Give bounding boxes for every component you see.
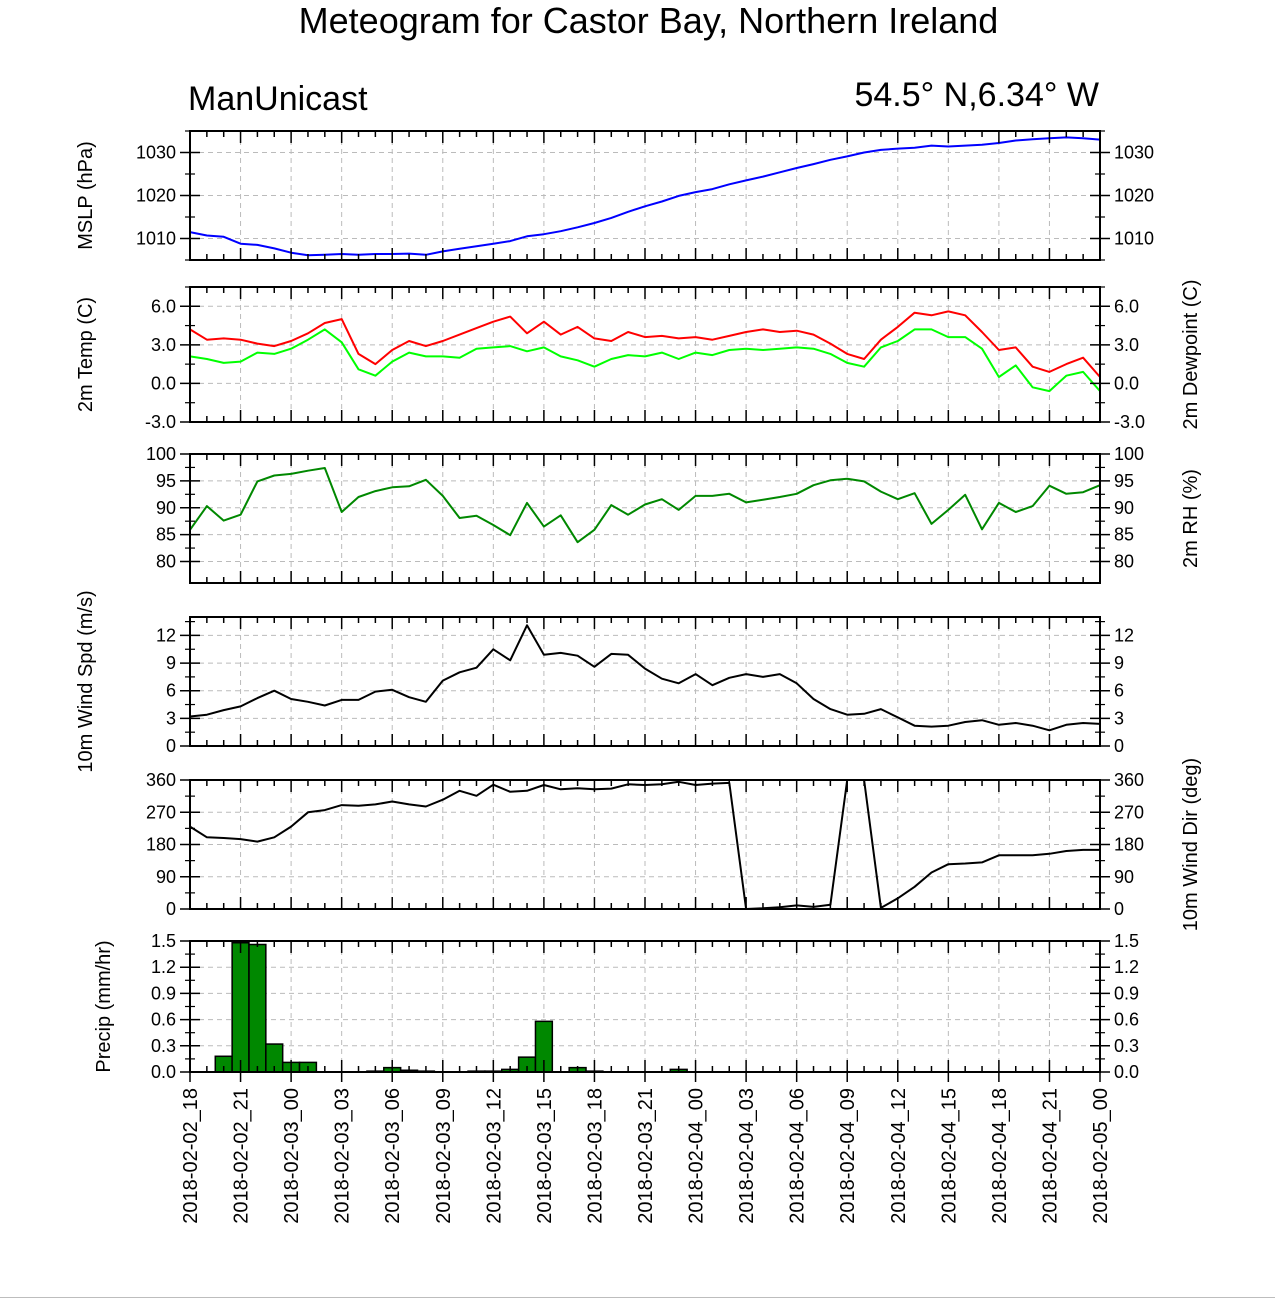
rh-ytick-label-right: 80: [1114, 552, 1134, 572]
time-axis-label: 2018-02-04_06: [787, 1088, 809, 1224]
temp-ytick-label-left: 3.0: [151, 335, 176, 355]
wspd-ytick-label-right: 9: [1114, 653, 1124, 673]
time-axis-label: 2018-02-03_09: [433, 1088, 455, 1224]
time-axis-label: 2018-02-03_15: [534, 1088, 556, 1224]
temp-series-line-0: [189, 310, 1101, 378]
rh-ytick-label-right: 90: [1114, 498, 1134, 518]
precip-ytick-label-left: 0.9: [151, 983, 176, 1003]
precip-ytick-label-right: 0.0: [1114, 1062, 1139, 1082]
precip-ylabel-left: Precip (mm/hr): [93, 940, 115, 1072]
wdir-ytick-label-right: 0: [1114, 899, 1124, 919]
rh-series-line-0: [189, 467, 1101, 544]
precip-bar: [231, 941, 250, 1073]
time-axis-label: 2018-02-04_18: [989, 1088, 1011, 1224]
rh-ylabel-right: 2m RH (%): [1180, 469, 1202, 568]
bottom-divider: [0, 1297, 1275, 1298]
time-axis-label: 2018-02-04_21: [1039, 1088, 1061, 1224]
chart-title: Meteogram for Castor Bay, Northern Irela…: [298, 0, 999, 41]
time-axis-label: 2018-02-02_18: [180, 1088, 202, 1224]
wdir-ytick-label-left: 270: [146, 802, 176, 822]
rh-ytick-label-left: 85: [156, 525, 176, 545]
mslp-ytick-label-right: 1030: [1114, 143, 1154, 163]
rh-ytick-label-right: 85: [1114, 525, 1134, 545]
mslp-ytick-label-right: 1010: [1114, 229, 1154, 249]
temp-ytick-label-left: 6.0: [151, 296, 176, 316]
wspd-ytick-label-right: 12: [1114, 625, 1134, 645]
temp-ytick-label-right: 6.0: [1114, 296, 1139, 316]
wdir-ytick-label-right: 90: [1114, 867, 1134, 887]
precip-ytick-label-left: 0.6: [151, 1010, 176, 1030]
wdir-ytick-label-left: 0: [166, 899, 176, 919]
mslp-ytick-label-left: 1010: [136, 229, 176, 249]
time-axis-label: 2018-02-04_15: [938, 1088, 960, 1224]
wspd-series-line-0: [189, 624, 1101, 732]
time-axis-label: 2018-02-04_09: [837, 1088, 859, 1224]
rh-ytick-label-left: 100: [146, 444, 176, 464]
rh-ytick-label-right: 100: [1114, 444, 1144, 464]
temp-ytick-label-right: 0.0: [1114, 373, 1139, 393]
temp-ytick-label-left: -3.0: [145, 412, 176, 432]
temp-ytick-label-left: 0.0: [151, 373, 176, 393]
mslp-ylabel-left: MSLP (hPa): [75, 141, 97, 250]
wspd-ytick-label-left: 12: [156, 625, 176, 645]
rh-ytick-label-left: 90: [156, 498, 176, 518]
precip-ytick-label-right: 1.2: [1114, 957, 1139, 977]
wdir-ytick-label-right: 360: [1114, 770, 1144, 790]
time-axis-label: 2018-02-03_21: [635, 1088, 657, 1224]
model-label: ManUnicast: [188, 80, 368, 118]
wdir-ylabel-right: 10m Wind Dir (deg): [1180, 758, 1202, 931]
wspd-ytick-label-left: 9: [166, 653, 176, 673]
temp-ylabel-right: 2m Dewpoint (C): [1180, 279, 1202, 429]
rh-ytick-label-left: 80: [156, 552, 176, 572]
temp-ytick-label-right: 3.0: [1114, 335, 1139, 355]
precip-ytick-label-left: 1.2: [151, 957, 176, 977]
time-axis-label: 2018-02-05_00: [1090, 1088, 1112, 1224]
wdir-ytick-label-left: 180: [146, 835, 176, 855]
mslp-ytick-label-left: 1020: [136, 186, 176, 206]
precip-ytick-label-right: 0.9: [1114, 983, 1139, 1003]
wspd-ytick-label-right: 0: [1114, 736, 1124, 756]
wspd-ytick-label-right: 6: [1114, 681, 1124, 701]
time-axis-label: 2018-02-03_12: [483, 1088, 505, 1224]
wdir-ytick-label-right: 180: [1114, 835, 1144, 855]
temp-ylabel-left: 2m Temp (C): [75, 297, 97, 412]
mslp-ytick-label-right: 1020: [1114, 186, 1154, 206]
wdir-ytick-label-left: 360: [146, 770, 176, 790]
wspd-ytick-label-right: 3: [1114, 708, 1124, 728]
time-axis-label: 2018-02-03_18: [584, 1088, 606, 1224]
time-axis-label: 2018-02-04_12: [888, 1088, 910, 1224]
precip-ytick-label-right: 1.5: [1114, 931, 1139, 951]
location-coordinates: 54.5° N,6.34° W: [854, 76, 1099, 114]
rh-ytick-label-left: 95: [156, 471, 176, 491]
precip-ytick-label-right: 0.6: [1114, 1010, 1139, 1030]
time-axis-label: 2018-02-03_00: [281, 1088, 303, 1224]
time-axis-label: 2018-02-03_03: [332, 1088, 354, 1224]
wspd-ylabel-left: 10m Wind Spd (m/s): [75, 590, 97, 772]
time-axis-label: 2018-02-04_00: [686, 1088, 708, 1224]
wdir-ytick-label-right: 270: [1114, 802, 1144, 822]
precip-ytick-label-right: 0.3: [1114, 1036, 1139, 1056]
time-axis-label: 2018-02-03_06: [382, 1088, 404, 1224]
rh-ytick-label-right: 95: [1114, 471, 1134, 491]
time-axis-label: 2018-02-02_21: [231, 1088, 253, 1224]
wspd-ytick-label-left: 0: [166, 736, 176, 756]
mslp-ytick-label-left: 1030: [136, 143, 176, 163]
precip-ytick-label-left: 0.3: [151, 1036, 176, 1056]
time-axis-label: 2018-02-04_03: [736, 1088, 758, 1224]
precip-ytick-label-left: 1.5: [151, 931, 176, 951]
wdir-ytick-label-left: 90: [156, 867, 176, 887]
precip-ytick-label-left: 0.0: [151, 1062, 176, 1082]
precip-bar: [248, 943, 267, 1073]
temp-series-line-1: [189, 328, 1101, 393]
wspd-ytick-label-left: 6: [166, 681, 176, 701]
temp-ytick-label-right: -3.0: [1114, 412, 1145, 432]
wspd-ytick-label-left: 3: [166, 708, 176, 728]
